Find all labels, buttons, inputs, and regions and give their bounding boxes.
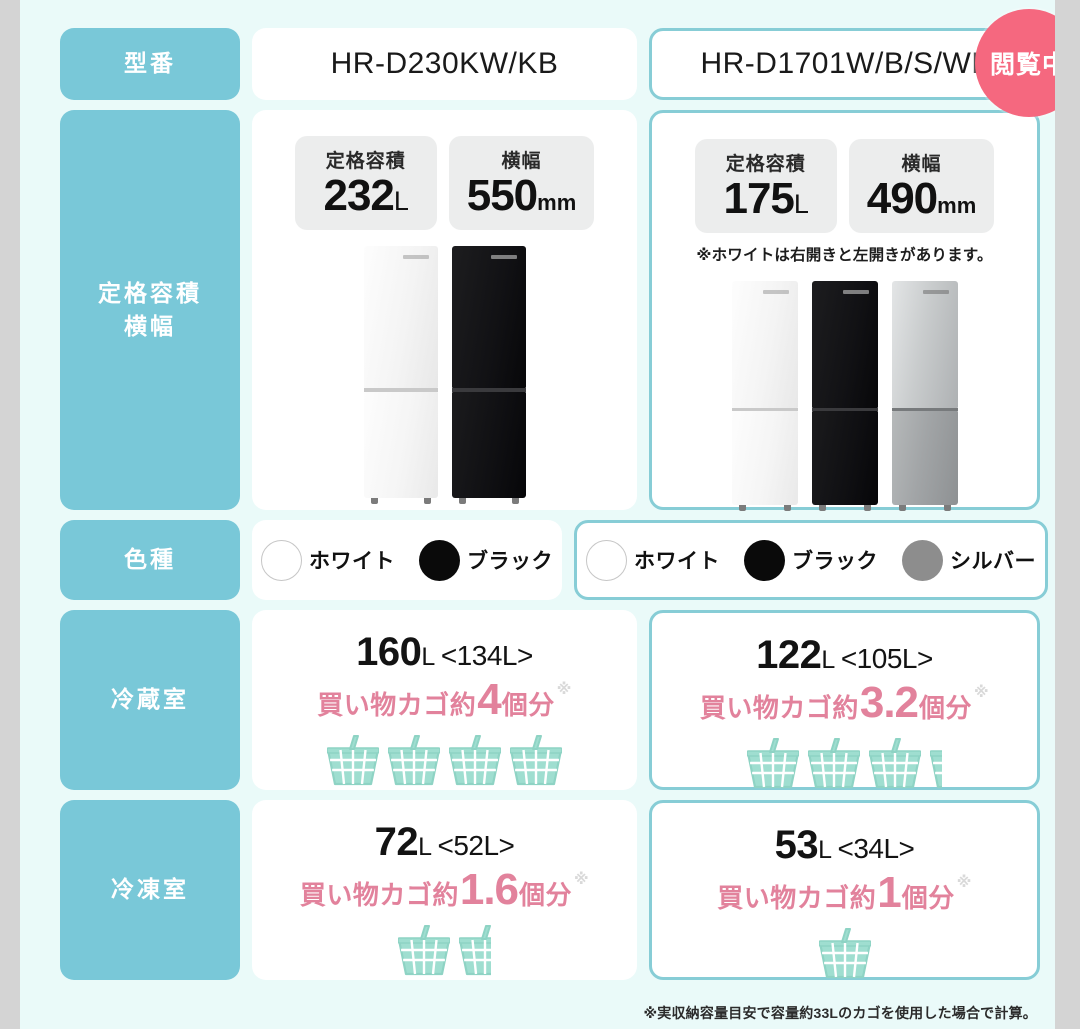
row-model: 型番 HR-D230KW/KB HR-D1701W/B/S/WL 閲覧中 [60,9,1055,117]
spec-chip-value: 175L [723,174,809,223]
spec-comparison-grid: 型番 HR-D230KW/KB HR-D1701W/B/S/WL 閲覧中 定格容… [60,9,1055,990]
shopping-basket-icon [510,735,562,786]
capacity-cell-left: 定格容積 232L 横幅 550mm [252,110,637,510]
row-label-capacity: 定格容積 横幅 [60,110,240,510]
brand-logo-icon [402,255,429,259]
fridge-volume-right: 122L <105L> [756,633,933,677]
spec-chip-value: 550mm [466,171,577,220]
color-label: ブラック [792,550,878,573]
spec-chip-capacity-left: 定格容積 232L [294,136,437,230]
row-label-model: 型番 [60,28,240,100]
brand-logo-icon [842,290,869,294]
fridge-image-white [731,281,798,511]
shopping-basket-icon [869,738,921,789]
color-options-left: ホワイト ブラック [252,539,562,581]
freezer-volume-right: 53L <34L> [774,823,915,867]
comparison-table-page: 型番 HR-D230KW/KB HR-D1701W/B/S/WL 閲覧中 定格容… [20,0,1055,1029]
brand-logo-icon [490,255,517,259]
freezer-basket-icons-right [818,925,871,979]
fridge-images-left [363,246,526,504]
spec-chip-unit: mm [537,190,577,215]
brand-logo-icon [922,290,949,294]
color-option[interactable]: ブラック [744,539,878,581]
color-cell-left: ホワイト ブラック [252,520,562,600]
spec-chip-capacity-right: 定格容積 175L [694,139,837,233]
fridge-compartment-cell-left: 160L <134L> 買い物カゴ約 4 個分 ※ [252,610,637,790]
fridge-image-white [363,246,438,504]
color-swatch-white-icon [586,539,627,581]
shopping-basket-icon [388,735,440,786]
spec-chip-label: 横幅 [501,151,542,172]
spec-chips-left: 定格容積 232L 横幅 550mm [294,136,595,230]
fridge-images-right [731,281,958,511]
color-option[interactable]: ホワイト [261,539,395,581]
row-fridge-compartment: 冷蔵室 160L <134L> 買い物カゴ約 4 個分 ※ 122L <105L> 買い物… [60,610,1040,790]
shopping-basket-icon [459,925,491,976]
row-capacity: 定格容積 横幅 定格容積 232L 横幅 550mm [60,110,1040,511]
color-swatch-white-icon [261,539,302,581]
spec-chip-unit: L [393,186,409,216]
row-freezer-compartment: 冷凍室 72L <52L> 買い物カゴ約 1.6 個分 ※ 53L <34L> 買い物カゴ… [60,800,1040,980]
spec-chip-unit: mm [937,193,977,218]
color-label: シルバー [950,550,1036,573]
color-label: ホワイト [634,550,720,573]
color-option[interactable]: ホワイト [586,539,720,581]
freezer-volume-left: 72L <52L> [374,820,515,864]
fridge-basket-icons-right [747,735,942,789]
model-number-left: HR-D230KW/KB [330,47,559,80]
spec-chip-label: 定格容積 [725,154,806,175]
viewing-badge: 閲覧中 [975,9,1055,117]
color-option[interactable]: ブラック [419,539,553,581]
row-color: 色種 ホワイト ブラック ホワイト [60,520,1048,600]
color-option[interactable]: シルバー [902,539,1036,581]
row-label-color: 色種 [60,520,240,600]
spec-chip-label: 横幅 [901,154,942,175]
model-cell-left[interactable]: HR-D230KW/KB [252,28,637,100]
spec-chip-label: 定格容積 [325,151,406,172]
model-cell-right[interactable]: HR-D1701W/B/S/WL 閲覧中 [649,9,1055,117]
shopping-basket-icon [808,738,860,789]
spec-chip-width-right: 横幅 490mm [848,139,995,233]
capacity-cell-right: 定格容積 175L 横幅 490mm ※ホワイトは右開きと左開きがあります。 [649,110,1040,511]
brand-logo-icon [762,290,789,294]
shopping-basket-icon [747,738,799,789]
row-label-freezer-compartment: 冷凍室 [60,800,240,980]
spec-chip-value: 232L [323,171,409,220]
row-label-fridge-compartment: 冷蔵室 [60,610,240,790]
model-number-right: HR-D1701W/B/S/WL [700,47,989,80]
fridge-image-black [811,281,878,511]
fridge-image-silver [891,281,958,511]
shopping-basket-icon [449,735,501,786]
spec-chip-unit: L [793,189,809,219]
color-swatch-black-icon [744,539,785,581]
fridge-image-black [451,246,526,504]
shopping-basket-icon [818,928,871,979]
fridge-compartment-cell-right: 122L <105L> 買い物カゴ約 3.2 個分 ※ [649,610,1040,790]
shopping-basket-icon [327,735,379,786]
freezer-basket-text-right: 買い物カゴ約 1 個分 ※ [717,868,972,917]
row-label-capacity-line1: 定格容積 [98,279,202,306]
fridge-basket-icons-left [327,732,562,786]
spec-chips-right: 定格容積 175L 横幅 490mm [694,139,995,233]
freezer-compartment-cell-right: 53L <34L> 買い物カゴ約 1 個分 ※ [649,800,1040,980]
freezer-basket-icons-left [398,922,491,976]
footnote: ※実収納容量目安で容量約33Lのカゴを使用した場合で計算。 [643,1005,1037,1021]
shopping-basket-icon [930,750,942,789]
color-cell-right: ホワイト ブラック シルバー [574,520,1048,600]
door-direction-note: ※ホワイトは右開きと左開きがあります。 [696,247,993,264]
color-options-right: ホワイト ブラック シルバー [577,539,1045,581]
freezer-basket-text-left: 買い物カゴ約 1.6 個分 ※ [299,865,590,914]
row-label-capacity-line2: 横幅 [124,313,176,339]
spec-chip-value: 490mm [866,174,977,223]
fridge-basket-text-right: 買い物カゴ約 3.2 個分 ※ [699,678,990,727]
color-swatch-black-icon [419,539,460,581]
shopping-basket-icon [398,925,450,976]
spec-chip-width-left: 横幅 550mm [448,136,595,230]
color-label: ホワイト [309,550,395,573]
freezer-compartment-cell-left: 72L <52L> 買い物カゴ約 1.6 個分 ※ [252,800,637,980]
fridge-basket-text-left: 買い物カゴ約 4 個分 ※ [317,675,572,724]
color-label: ブラック [467,550,553,573]
color-swatch-silver-icon [902,539,943,581]
fridge-volume-left: 160L <134L> [356,630,533,674]
